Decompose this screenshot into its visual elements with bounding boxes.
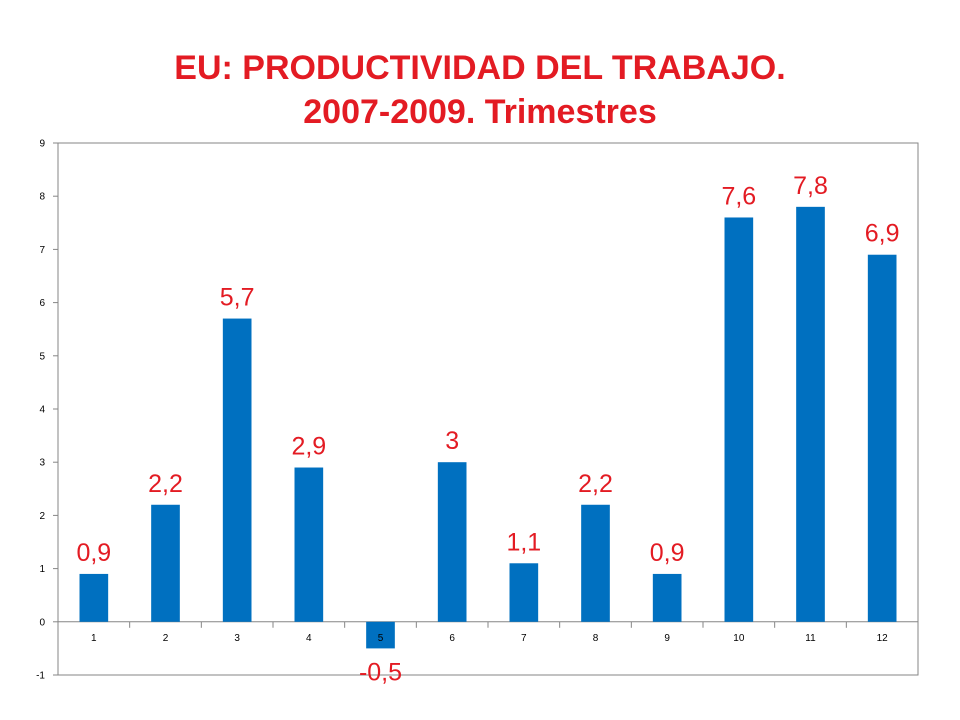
x-tick-label: 6	[449, 633, 455, 644]
x-tick-label: 7	[521, 633, 527, 644]
chart-title-line2: 2007-2009. Trimestres	[303, 93, 657, 131]
bar-4	[294, 467, 324, 622]
bar-9	[652, 573, 682, 622]
y-tick-label: 8	[39, 192, 45, 203]
x-tick-label: 5	[378, 633, 384, 644]
x-tick-label: 4	[306, 633, 312, 644]
y-tick-label: 2	[39, 511, 45, 522]
data-label: 2,2	[148, 470, 183, 498]
bar-11	[796, 206, 825, 622]
y-tick-label: 5	[39, 351, 45, 362]
y-tick-label: 9	[39, 139, 45, 150]
bar-6	[437, 462, 467, 622]
data-label: 1,1	[506, 528, 541, 556]
x-tick-label: 3	[234, 633, 240, 644]
data-label: 0,9	[650, 539, 685, 567]
y-tick-label: 0	[39, 617, 45, 628]
bar-2	[151, 504, 180, 622]
bar-1	[79, 573, 109, 622]
bar-12	[867, 254, 897, 622]
chart-title-line1: EU: PRODUCTIVIDAD DEL TRABAJO.	[174, 49, 786, 87]
bar-3	[222, 318, 252, 622]
bar-8	[581, 504, 610, 622]
x-tick-label: 1	[91, 633, 97, 644]
y-tick-label: 1	[39, 564, 45, 575]
chart-title: EU: PRODUCTIVIDAD DEL TRABAJO. 2007-2009…	[0, 46, 960, 134]
data-label: 3	[445, 427, 459, 455]
data-label: 7,8	[793, 172, 828, 200]
data-label: 6,9	[865, 220, 900, 248]
y-tick-label: 6	[39, 298, 45, 309]
bar-5	[366, 621, 395, 649]
x-tick-label: 9	[664, 633, 670, 644]
data-label: 7,6	[721, 182, 756, 210]
data-label: -0,5	[359, 658, 402, 686]
y-tick-label: 3	[39, 458, 45, 469]
data-label: 0,9	[76, 539, 111, 567]
y-tick-label: 4	[39, 405, 45, 416]
x-tick-label: 10	[733, 633, 745, 644]
data-label: 5,7	[220, 284, 255, 312]
plot-area-border	[57, 142, 919, 676]
data-label: 2,9	[291, 433, 326, 461]
x-tick-label: 8	[593, 633, 599, 644]
x-tick-label: 2	[163, 633, 169, 644]
x-tick-label: 11	[805, 633, 816, 644]
y-tick-label: 7	[39, 245, 45, 256]
x-tick-label: 12	[877, 633, 889, 644]
bar-7	[509, 563, 539, 622]
y-tick-label: -1	[36, 671, 45, 682]
bar-10	[724, 217, 754, 622]
data-label: 2,2	[578, 470, 613, 498]
